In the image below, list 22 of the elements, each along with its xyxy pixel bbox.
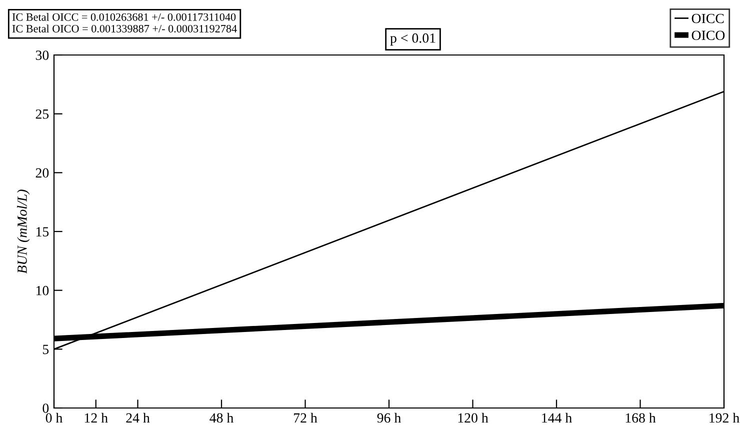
x-tick-label: 0 h bbox=[46, 412, 62, 423]
x-tick-label: 72 h bbox=[294, 412, 318, 422]
x-tick-label: 96 h bbox=[377, 412, 401, 423]
y-tick-label: 25 bbox=[36, 109, 49, 119]
text: p < 0.01 bbox=[390, 33, 436, 46]
x-tick-label: 144 h bbox=[542, 412, 572, 422]
y-tick-label: 0 bbox=[42, 404, 49, 413]
x-tick-label: 48 h bbox=[210, 412, 234, 423]
x-tick-label: 120 h bbox=[458, 412, 488, 423]
y-axis-title: BUN (mMol/L) bbox=[17, 190, 30, 274]
legend-label: OICO bbox=[692, 30, 725, 40]
y-tick-label: 20 bbox=[36, 168, 49, 178]
y-tick-label: 5 bbox=[43, 344, 49, 354]
y-tick-label: 30 bbox=[36, 50, 49, 60]
legend-label: OICC bbox=[692, 14, 724, 24]
y-tick-label: 10 bbox=[36, 286, 49, 296]
x-tick-label: 168 h bbox=[626, 412, 656, 423]
x-tick-label: 192 h bbox=[710, 412, 740, 423]
x-tick-label: 12 h bbox=[84, 412, 108, 422]
x-tick-label: 24 h bbox=[126, 412, 150, 422]
y-tick-label: 15 bbox=[36, 227, 49, 236]
text: IC Betal OICC = 0.010263681 +/- 0.00117311040 IC Betal OICO = 0.001339887 +/- 0.00031192784 bbox=[12, 13, 237, 32]
